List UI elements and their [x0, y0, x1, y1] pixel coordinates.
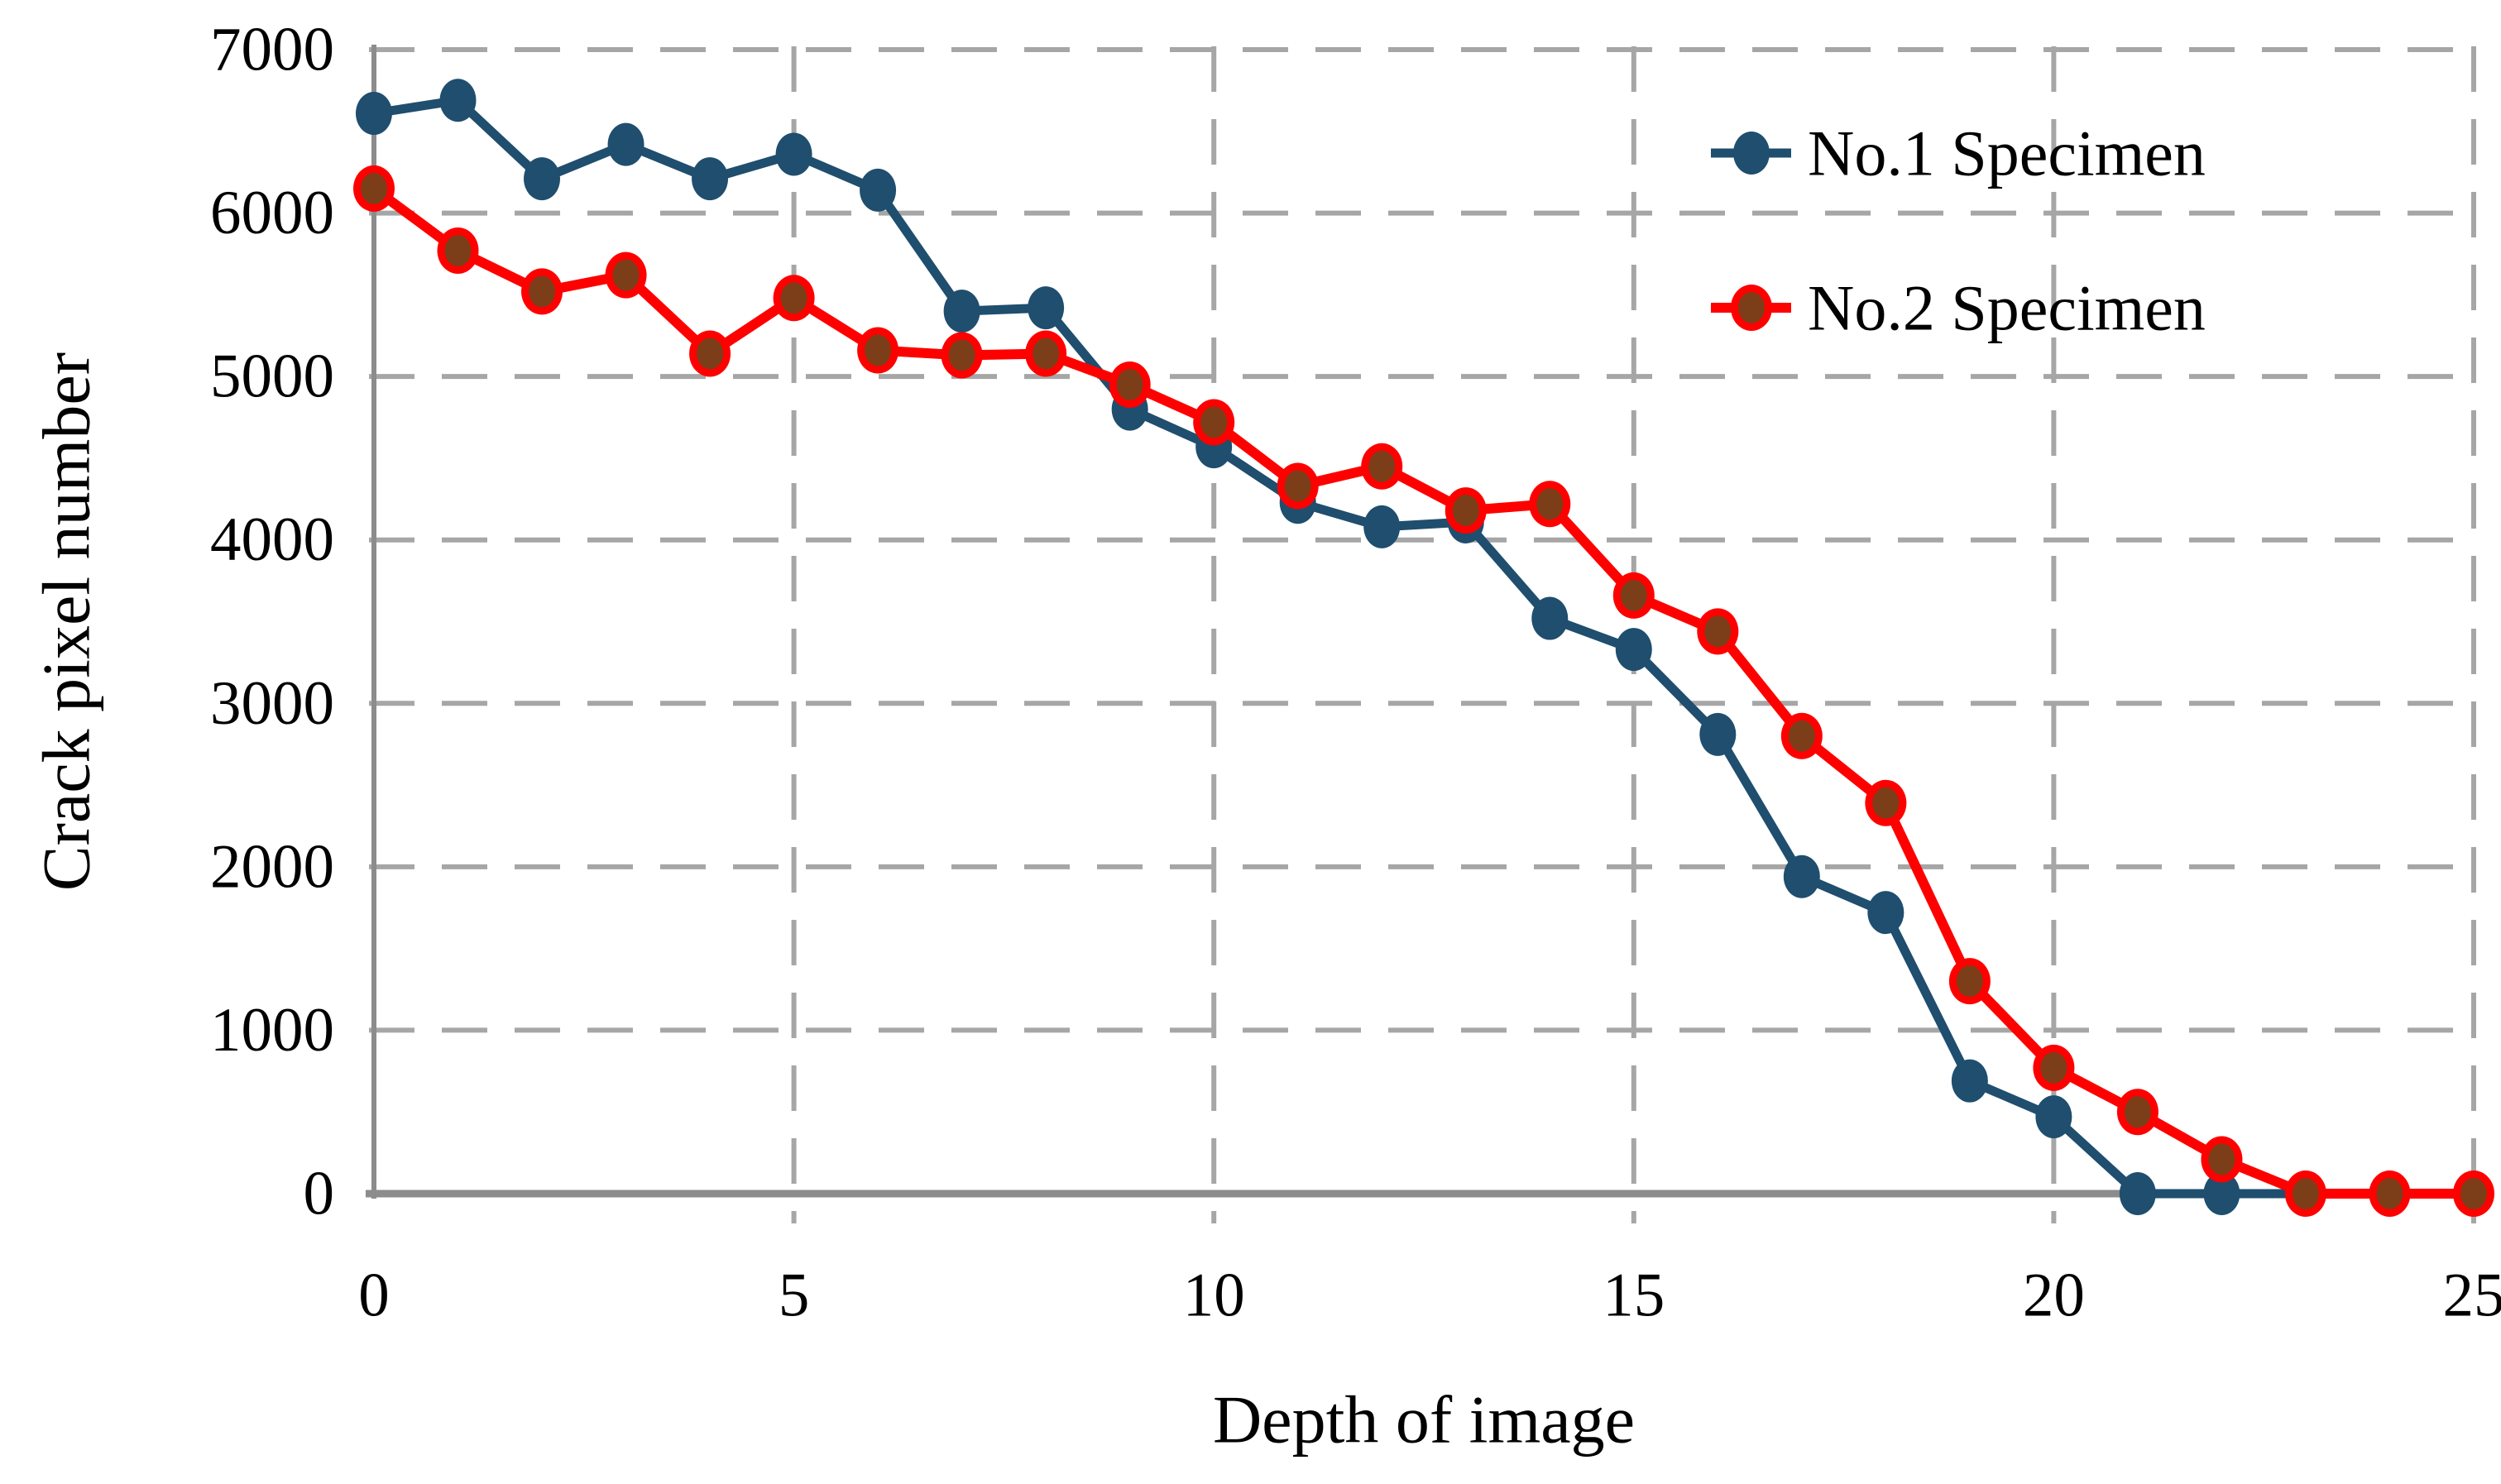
x-tick-label-0: 0 [358, 1261, 390, 1330]
y-tick-label-0: 0 [304, 1160, 335, 1228]
series-1-marker-x3 [607, 122, 644, 166]
y-tick-label-1000: 1000 [210, 996, 334, 1065]
series-2-marker-x19-center [1956, 965, 1983, 998]
series-2-marker-x24-center [2376, 1178, 2403, 1209]
series-1-marker-x17 [1783, 854, 1820, 898]
series-1-marker-x20 [2035, 1095, 2072, 1139]
y-axis-title: Crack pixel number [29, 352, 104, 891]
y-tick-label-6000: 6000 [210, 179, 334, 247]
series-2-marker-x14-center [1536, 488, 1564, 520]
series-2-marker-x18-center [1872, 787, 1900, 819]
series-2-marker-x15-center [1620, 579, 1647, 611]
legend-label-2: No.2 Specimen [1808, 272, 2206, 344]
series-2-marker-x10-center [1200, 406, 1228, 438]
x-tick-label-10: 10 [1183, 1261, 1245, 1330]
series-1-marker-x14 [1531, 596, 1569, 640]
legend-marker-2-center [1738, 292, 1765, 323]
series-2-marker-x22-center [2208, 1143, 2235, 1175]
series-1-marker-x1 [439, 79, 477, 122]
y-tick-label-3000: 3000 [210, 669, 334, 738]
legend-label-1: No.1 Specimen [1808, 117, 2206, 189]
series-2-marker-x17-center [1788, 720, 1815, 752]
y-tick-label-7000: 7000 [210, 16, 334, 84]
series-2-marker-x21-center [2124, 1096, 2151, 1128]
series-2-marker-x7-center [948, 339, 975, 371]
series-2-marker-x4-center [697, 337, 724, 370]
series-1-marker-x22 [2203, 1172, 2240, 1215]
series-2-marker-x25-center [2460, 1178, 2487, 1209]
series-2-marker-x13-center [1452, 495, 1479, 527]
series-2-group [353, 165, 2494, 1217]
series-1-marker-x16 [1699, 712, 1737, 756]
series-1-marker-x2 [524, 157, 561, 201]
legend-item-1: No.1 Specimen [1711, 117, 2206, 189]
series-2-marker-x16-center [1704, 615, 1732, 648]
series-1-marker-x5 [775, 132, 812, 176]
y-tick-label-5000: 5000 [210, 342, 334, 411]
series-2-marker-x11-center [1284, 470, 1311, 502]
series-1-marker-x8 [1028, 286, 1065, 330]
y-tick-label-4000: 4000 [210, 505, 334, 574]
series-1-group [356, 79, 2324, 1215]
series-2-marker-x2-center [529, 275, 556, 308]
x-tick-label-25: 25 [2443, 1261, 2501, 1330]
series-1-marker-x7 [943, 290, 980, 333]
legend-item-2: No.2 Specimen [1711, 272, 2206, 344]
series-1-marker-x18 [1867, 891, 1904, 935]
series-2-marker-x20-center [2040, 1051, 2067, 1084]
series-2-marker-x0-center [361, 172, 387, 204]
series-2-marker-x9-center [1116, 369, 1143, 401]
series-1-marker-x4 [692, 157, 729, 201]
series-1-marker-x15 [1615, 628, 1652, 672]
series-2-marker-x1-center [444, 235, 472, 267]
series-1-marker-x6 [860, 168, 897, 212]
x-tick-label-5: 5 [779, 1261, 810, 1330]
y-tick-label-2000: 2000 [210, 832, 334, 901]
series-1-marker-x21 [2119, 1172, 2156, 1215]
x-tick-label-20: 20 [2023, 1261, 2085, 1330]
series-2-marker-x23-center [2292, 1178, 2319, 1209]
x-tick-label-15: 15 [1603, 1261, 1665, 1330]
series-2-marker-x6-center [865, 334, 892, 366]
series-1-marker-x19 [1951, 1059, 1988, 1103]
series-2-marker-x3-center [612, 259, 640, 291]
series-2-marker-x12-center [1368, 450, 1396, 482]
legend: No.1 Specimen No.2 Specimen [1711, 117, 2206, 344]
x-axis-title: Depth of image [1213, 1382, 1635, 1458]
series-1-marker-x0 [356, 92, 392, 136]
legend-marker-1 [1733, 132, 1770, 175]
series-1-marker-x12 [1363, 505, 1401, 548]
series-2-marker-x8-center [1033, 337, 1060, 370]
series-2-marker-x5-center [780, 282, 807, 314]
